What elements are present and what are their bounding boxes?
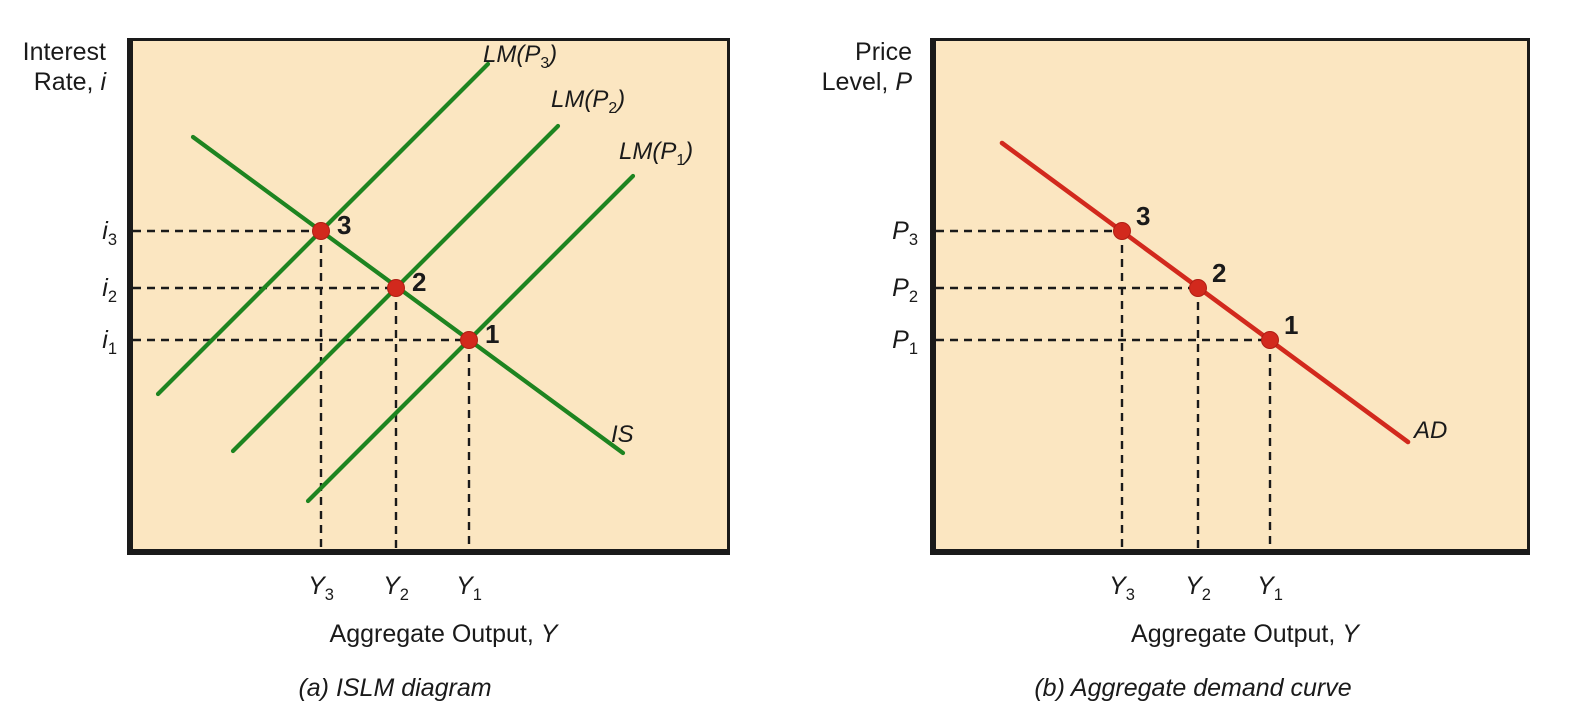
point-2-label-a: 2	[412, 267, 427, 297]
panel-b-canvas	[936, 140, 1411, 549]
panel-b-x-axis-title: Aggregate Output, Y	[1131, 620, 1359, 648]
point-3-label-a: 3	[337, 210, 352, 240]
point-2-dot-a	[387, 279, 405, 297]
tick-y2-b: Y2	[1185, 572, 1211, 604]
tick-y2-a: Y2	[383, 572, 409, 604]
panel-b-y-axis-title: Price Level, P	[821, 38, 912, 96]
panel-a-canvas	[133, 61, 636, 549]
tick-y1-b: Y1	[1257, 572, 1283, 604]
tick-p2: P2	[892, 274, 918, 306]
point-1-label-b: 1	[1284, 310, 1299, 340]
lm-p3-label: LM(P3)	[483, 41, 558, 72]
point-3-label-b: 3	[1136, 201, 1151, 231]
tick-i2: i2	[102, 274, 117, 306]
point-2-dot-b	[1189, 279, 1207, 297]
tick-y1-a: Y1	[456, 572, 482, 604]
tick-i1: i1	[102, 326, 117, 358]
point-3-dot-b	[1113, 222, 1131, 240]
panel-b-plot-area	[930, 38, 1530, 555]
point-1-label-a: 1	[485, 319, 500, 349]
is-label: IS	[611, 421, 634, 448]
lm-p2-label: LM(P2)	[551, 86, 626, 117]
tick-p1: P1	[892, 326, 918, 358]
lm-p1-label: LM(P1)	[619, 138, 694, 169]
point-2-label-b: 2	[1212, 258, 1227, 288]
panel-a-y-axis-title: Interest Rate, i	[22, 38, 106, 96]
ad-label: AD	[1414, 417, 1448, 444]
tick-y3-b: Y3	[1109, 572, 1135, 604]
point-3-dot-a	[312, 222, 330, 240]
tick-p3: P3	[892, 217, 918, 249]
is-curve	[190, 134, 626, 456]
point-1-dot-a	[460, 331, 478, 349]
panel-a-x-axis-title: Aggregate Output, Y	[329, 620, 558, 648]
panel-a-caption: (a) ISLM diagram	[298, 674, 492, 702]
panel-a-plot-area	[127, 38, 730, 555]
point-1-dot-b	[1261, 331, 1279, 349]
tick-i3: i3	[102, 217, 117, 249]
tick-y3-a: Y3	[308, 572, 334, 604]
panel-b-caption: (b) Aggregate demand curve	[1034, 674, 1352, 702]
